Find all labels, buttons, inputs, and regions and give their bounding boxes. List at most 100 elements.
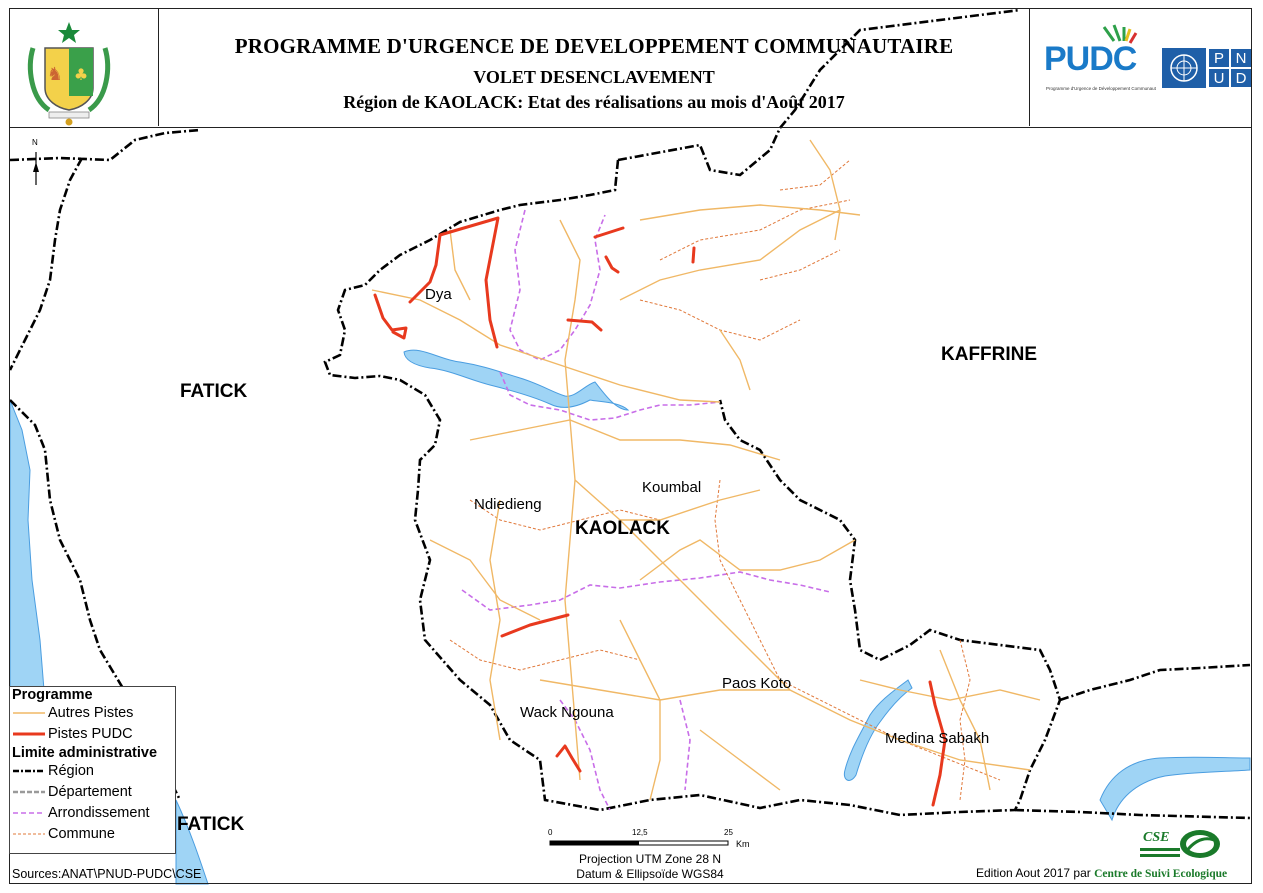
track-15 (449, 229, 471, 301)
track-3 (469, 419, 781, 461)
legend-swatch-pistes-pudc (13, 732, 45, 736)
pudc-track-1 (438, 216, 500, 349)
legend-label-autres-pistes: Autres Pistes (48, 705, 134, 721)
label-dya: Dya (425, 286, 452, 303)
scale-bar-graphic (549, 840, 729, 846)
commune-boundary-1 (659, 199, 851, 261)
label-ndiedieng: Ndiedieng (474, 496, 542, 513)
arrondissement-boundary-south (461, 571, 831, 611)
commune-boundary-4 (779, 679, 1001, 781)
legend-item-commune: Commune (10, 824, 175, 845)
river-east (843, 679, 913, 781)
legend-swatch-commune (13, 833, 45, 835)
legend-item-departement: Département (10, 782, 175, 803)
senegal-coat-of-arms-icon: ♞ ♣ (27, 22, 111, 126)
track-13 (859, 679, 1041, 701)
legend-label-commune: Commune (48, 826, 115, 842)
map-region-line: Région de KAOLACK: Etat des réalisations… (343, 92, 845, 112)
label-fatick-south: FATICK (177, 814, 245, 835)
legend-label-departement: Département (48, 784, 132, 800)
pudc-track-6 (691, 246, 696, 264)
cse-logo-text: CSE (1143, 830, 1170, 845)
pudc-track-5 (604, 255, 620, 274)
track-7 (489, 499, 501, 741)
label-fatick: FATICK (180, 381, 248, 402)
scale-tick-mid: 12,5 (632, 828, 648, 837)
pnud-logo: P N U D (1208, 48, 1252, 88)
title-panel: PROGRAMME D'URGENCE DE DEVELOPPEMENT COM… (159, 8, 1030, 126)
edition-prefix: Edition Aout 2017 par (976, 866, 1091, 880)
svg-text:♞: ♞ (47, 64, 63, 85)
legend-label-pistes-pudc: Pistes PUDC (48, 726, 133, 742)
un-emblem-icon (1162, 48, 1206, 88)
pnud-letter-p: P (1208, 48, 1230, 68)
scale-unit: Km (736, 839, 750, 849)
legend-item-pistes-pudc: Pistes PUDC (10, 724, 175, 745)
arrondissement-boundary-central (499, 371, 721, 421)
scale-tick-0: 0 (548, 828, 553, 837)
cse-logo-icon (1140, 830, 1220, 858)
projection-line: Projection UTM Zone 28 N (578, 852, 722, 866)
track-1 (371, 289, 721, 403)
track-17 (699, 729, 781, 791)
pudc-track-2 (408, 233, 442, 304)
arrondissement-boundary-southwest (559, 699, 691, 811)
pudc-logo-text: PUDC (1044, 40, 1137, 78)
legend-swatch-departement (13, 790, 45, 794)
label-koumbal: Koumbal (642, 479, 702, 496)
map-subtitle: VOLET DESENCLAVEMENT (473, 67, 715, 87)
legend: Programme Autres Pistes Pistes PUDC Limi… (9, 686, 176, 854)
legend-item-arrondissement: Arrondissement (10, 803, 175, 824)
track-18 (719, 329, 751, 391)
commune-boundary-3 (714, 479, 781, 681)
commune-boundary-7 (469, 499, 661, 531)
legend-label-arrondissement: Arrondissement (48, 805, 150, 821)
legend-item-region: Région (10, 761, 175, 782)
north-arrow (33, 152, 39, 185)
saloum-river (403, 349, 630, 411)
track-14 (939, 649, 991, 791)
emblem-panel: ♞ ♣ (9, 8, 159, 126)
commune-boundary-5 (959, 639, 971, 801)
svg-text:♣: ♣ (74, 65, 88, 84)
legend-swatch-arrondissement (13, 812, 45, 814)
region-boundary-kaolack (323, 127, 1062, 817)
label-kaolack: KAOLACK (575, 518, 670, 539)
pudc-track-8 (500, 613, 570, 638)
track-10 (619, 209, 841, 301)
pudc-logo-icon (1102, 24, 1138, 44)
sources-text: Sources:ANAT\PNUD-PUDC\CSE (12, 867, 202, 881)
legend-item-autres-pistes: Autres Pistes (10, 703, 175, 724)
logo-panel: PUDC Programme d'Urgence de Développemen… (1030, 8, 1252, 126)
pudc-track-7 (566, 318, 603, 332)
map-header: ♞ ♣ PROGRAMME D'URGENCE DE DEVELOPPEMENT… (9, 8, 1252, 128)
map-title: PROGRAMME D'URGENCE DE DEVELOPPEMENT COM… (234, 34, 954, 58)
pudc-track-9 (555, 744, 582, 773)
pudc-track-10 (928, 680, 947, 807)
region-boundary-kaffrine (779, 8, 1251, 820)
label-kaffrine: KAFFRINE (941, 344, 1038, 365)
datum-line: Datum & Ellipsoïde WGS84 (576, 867, 724, 881)
legend-label-region: Région (48, 763, 94, 779)
projection-info: Projection UTM Zone 28 N Datum & Ellipso… (520, 852, 780, 882)
track-16 (619, 619, 661, 801)
map-frame (9, 8, 1252, 884)
pudc-track-4 (593, 226, 625, 239)
track-4 (574, 479, 1031, 771)
track-11 (639, 204, 861, 221)
north-arrow-label: N (32, 138, 38, 147)
track-12 (809, 139, 841, 241)
river-far-east (1099, 756, 1251, 822)
scale-bar: 0 12,5 25 Km (548, 828, 750, 858)
label-medina-sabakh: Medina Sabakh (885, 730, 990, 747)
scale-tick-end: 25 (724, 828, 733, 837)
edition-credit: Edition Aout 2017 par Centre de Suivi Ec… (976, 866, 1227, 880)
commune-boundary-6 (449, 639, 641, 671)
track-5 (620, 489, 761, 521)
legend-group-programme: Programme (12, 687, 93, 703)
pnud-letter-u: U (1208, 68, 1230, 88)
label-paos-koto: Paos Koto (722, 675, 792, 692)
pudc-track-3 (373, 293, 408, 340)
edition-org: Centre de Suivi Ecologique (1094, 868, 1228, 880)
